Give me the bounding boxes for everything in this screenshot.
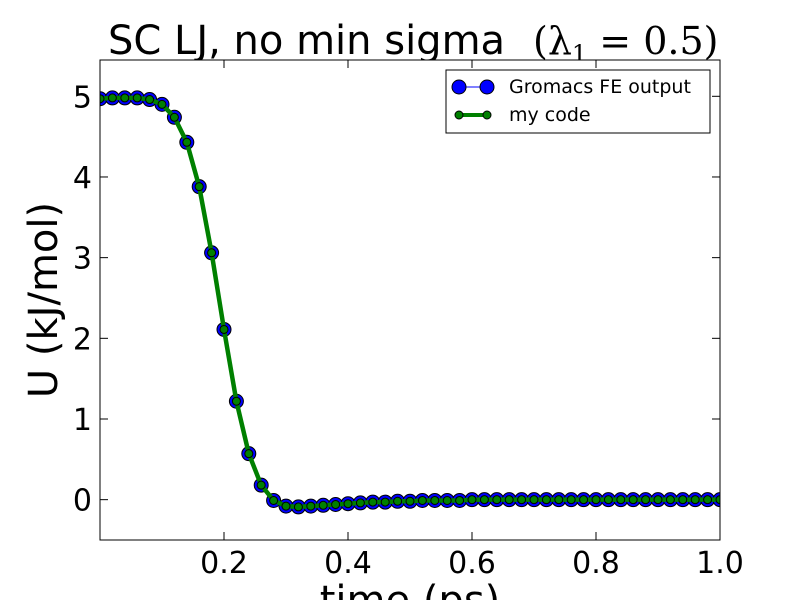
data-point xyxy=(690,495,700,505)
legend-label-mycode: my code xyxy=(509,104,591,126)
legend-marker-mycode-1 xyxy=(454,110,464,120)
y-tick-label: 3 xyxy=(73,242,92,277)
data-point xyxy=(579,495,589,505)
y-tick-label: 1 xyxy=(73,403,92,438)
series-group xyxy=(100,90,720,515)
data-point xyxy=(169,112,179,122)
y-tick-label: 2 xyxy=(73,322,92,357)
x-axis-label: time (ps) xyxy=(320,578,501,600)
data-point xyxy=(368,497,378,507)
legend: Gromacs FE output my code xyxy=(445,69,711,134)
legend-label-gromacs: Gromacs FE output xyxy=(509,76,691,98)
data-point xyxy=(603,495,613,505)
data-point xyxy=(281,501,291,511)
data-point xyxy=(517,495,527,505)
series-1 xyxy=(100,93,720,512)
data-point xyxy=(343,499,353,509)
x-tick-label: 1.0 xyxy=(696,546,744,581)
legend-marker-mycode-2 xyxy=(482,110,492,120)
data-point xyxy=(306,501,316,511)
plot-area xyxy=(100,60,720,540)
data-point xyxy=(380,497,390,507)
data-point xyxy=(331,500,341,510)
data-point xyxy=(293,502,303,512)
chart-title: SC LJ, no min sigma xyxy=(108,18,505,64)
data-point xyxy=(442,495,452,505)
data-point xyxy=(405,496,415,506)
data-point xyxy=(479,495,489,505)
x-tick-label: 0.6 xyxy=(448,546,496,581)
data-point xyxy=(145,95,155,105)
axis-ticks xyxy=(100,60,721,540)
data-point xyxy=(417,495,427,505)
data-point xyxy=(207,248,217,258)
data-point xyxy=(100,94,105,104)
data-point xyxy=(194,182,204,192)
title-math-lambda: (λ xyxy=(533,19,572,63)
tick-labels: 0.2 0.4 0.6 0.8 1.0 0 1 2 3 4 5 xyxy=(73,80,744,581)
data-point xyxy=(157,99,167,109)
legend-marker-gromacs-2 xyxy=(479,79,495,95)
data-point xyxy=(541,495,551,505)
plot-frame xyxy=(99,59,721,541)
data-point xyxy=(492,495,502,505)
data-point xyxy=(504,495,514,505)
data-point xyxy=(566,495,576,505)
data-point xyxy=(467,495,477,505)
data-point xyxy=(678,495,688,505)
data-point xyxy=(182,137,192,147)
data-point xyxy=(256,480,266,490)
title-math-rest: = 0.5) xyxy=(587,19,718,63)
data-point xyxy=(554,495,564,505)
data-point xyxy=(132,93,142,103)
data-point xyxy=(107,93,117,103)
data-point xyxy=(355,498,365,508)
y-tick-label: 4 xyxy=(73,161,92,196)
data-point xyxy=(430,495,440,505)
y-tick-label: 0 xyxy=(73,484,92,519)
data-point xyxy=(715,495,720,505)
data-point xyxy=(393,496,403,506)
x-tick-label: 0.8 xyxy=(572,546,620,581)
data-point xyxy=(120,93,130,103)
data-point xyxy=(318,500,328,510)
data-point xyxy=(616,495,626,505)
x-tick-label: 0.2 xyxy=(200,546,248,581)
data-point xyxy=(591,495,601,505)
data-point xyxy=(529,495,539,505)
y-tick-label: 5 xyxy=(73,80,92,115)
data-point xyxy=(665,495,675,505)
data-point xyxy=(269,495,279,505)
legend-marker-gromacs-1 xyxy=(451,79,467,95)
data-point xyxy=(231,396,241,406)
y-axis-label: U (kJ/mol) xyxy=(21,202,67,398)
x-tick-label: 0.4 xyxy=(324,546,372,581)
data-point xyxy=(628,495,638,505)
data-point xyxy=(244,449,254,459)
data-point xyxy=(653,495,663,505)
data-point xyxy=(641,495,651,505)
data-point xyxy=(703,495,713,505)
data-point xyxy=(455,495,465,505)
data-point xyxy=(219,324,229,334)
